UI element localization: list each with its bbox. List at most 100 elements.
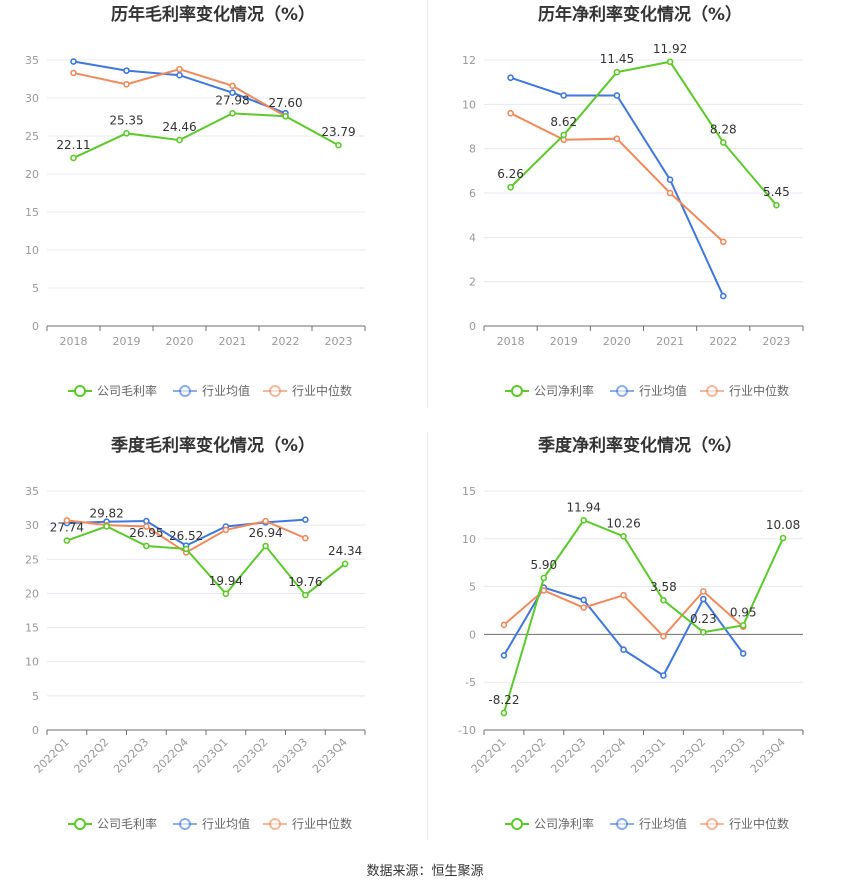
y-tick-label: 20: [25, 587, 39, 600]
chart-title: 季度毛利率变化情况（%）: [111, 435, 315, 456]
data-label: 27.74: [50, 521, 84, 535]
data-point: [229, 110, 236, 117]
data-point: [70, 69, 77, 77]
y-tick-label: 5: [469, 581, 476, 594]
legend-marker: [616, 818, 628, 830]
data-label: 5.45: [763, 185, 790, 199]
data-point: [302, 591, 309, 599]
data-label: 29.82: [89, 506, 123, 520]
legend-marker: [179, 385, 191, 397]
data-point: [700, 595, 707, 603]
data-point: [222, 590, 230, 598]
x-tick-label: 2022Q3: [111, 736, 151, 776]
data-point: [229, 82, 236, 90]
data-point: [580, 604, 587, 611]
data-label: 24.34: [328, 544, 362, 558]
x-tick-label: 2020: [166, 335, 194, 348]
y-tick-label: 8: [469, 143, 476, 156]
series-line-2: [510, 112, 724, 243]
data-point: [176, 136, 183, 144]
series-line-0: [73, 112, 339, 159]
legend-marker: [74, 385, 86, 397]
y-tick-label: 0: [32, 724, 39, 737]
data-label: 19.94: [209, 574, 243, 588]
data-point: [182, 545, 190, 553]
x-tick-label: 2023: [325, 335, 353, 348]
data-point: [739, 622, 747, 629]
y-tick-label: 0: [469, 628, 476, 641]
data-point: [500, 652, 508, 659]
y-tick-label: 12: [462, 54, 476, 67]
x-tick-label: 2022Q1: [469, 736, 509, 776]
data-point: [773, 201, 780, 209]
data-point: [262, 517, 269, 525]
series-line-0: [66, 525, 346, 597]
y-tick-label: -10: [458, 724, 476, 737]
vertical-divider-top: [427, 0, 428, 408]
data-point: [620, 646, 627, 653]
legend-label: 公司净利率: [534, 816, 594, 831]
x-tick-label: 2022: [272, 335, 300, 348]
data-point: [700, 588, 707, 595]
legend-label: 行业中位数: [292, 383, 352, 398]
data-point: [500, 709, 508, 717]
data-point: [660, 672, 667, 679]
series-line-0: [502, 519, 784, 714]
chart-title: 季度净利率变化情况（%）: [538, 435, 742, 456]
legend-label: 公司毛利率: [97, 816, 157, 831]
x-tick-label: 2023Q3: [708, 736, 748, 776]
legend-label: 行业均值: [202, 383, 250, 398]
y-tick-label: 5: [32, 282, 39, 295]
data-label: 19.76: [288, 575, 322, 589]
data-label: 26.52: [169, 529, 203, 543]
data-point: [302, 516, 309, 523]
data-point: [229, 89, 236, 96]
legend-label: 公司净利率: [534, 383, 594, 398]
data-point: [719, 292, 727, 300]
data-label: 0.23: [690, 612, 717, 626]
x-tick-label: 2023: [762, 335, 790, 348]
data-point: [700, 628, 707, 636]
data-point: [660, 596, 667, 604]
y-tick-label: 15: [25, 622, 39, 635]
y-tick-label: 20: [25, 168, 39, 181]
data-point: [176, 65, 183, 73]
data-label: 26.94: [248, 526, 282, 540]
data-label: 25.35: [109, 113, 143, 127]
data-point: [103, 523, 110, 530]
x-tick-label: 2022Q4: [588, 736, 628, 776]
chart-annual-gross: 历年毛利率变化情况（%） 0 5 10 15 20 25 30 35 2018 2019 2020 20…: [25, 4, 366, 398]
data-point: [143, 523, 150, 530]
data-point: [560, 131, 568, 139]
data-label: 27.98: [215, 93, 249, 107]
data-label: 3.58: [650, 580, 677, 594]
data-point: [302, 534, 309, 542]
legend-marker: [269, 818, 281, 830]
data-point: [620, 533, 627, 540]
x-tick-label: 2022Q2: [509, 736, 549, 776]
legend-marker: [706, 385, 718, 397]
data-label: 11.94: [567, 500, 601, 514]
y-tick-label: 0: [469, 320, 476, 333]
x-tick-label: 2021: [219, 335, 247, 348]
y-tick-label: 35: [25, 485, 39, 498]
y-tick-label: -5: [465, 676, 476, 689]
y-tick-label: 30: [25, 92, 39, 105]
x-tick-label: 2023Q3: [270, 736, 310, 776]
legend-label: 公司毛利率: [97, 383, 157, 398]
y-tick-label: 10: [25, 244, 39, 257]
data-point: [143, 517, 150, 525]
data-point: [560, 92, 568, 99]
data-point: [739, 650, 747, 657]
data-point: [70, 154, 77, 162]
data-label: 11.45: [600, 52, 634, 66]
legend-label: 行业中位数: [292, 816, 352, 831]
data-label: 27.60: [268, 96, 302, 110]
y-tick-label: 10: [462, 98, 476, 111]
x-tick-label: 2020: [603, 335, 631, 348]
data-label: 6.26: [497, 167, 524, 181]
data-label: 0.95: [730, 605, 757, 619]
x-tick-label: 2023Q1: [191, 736, 231, 776]
